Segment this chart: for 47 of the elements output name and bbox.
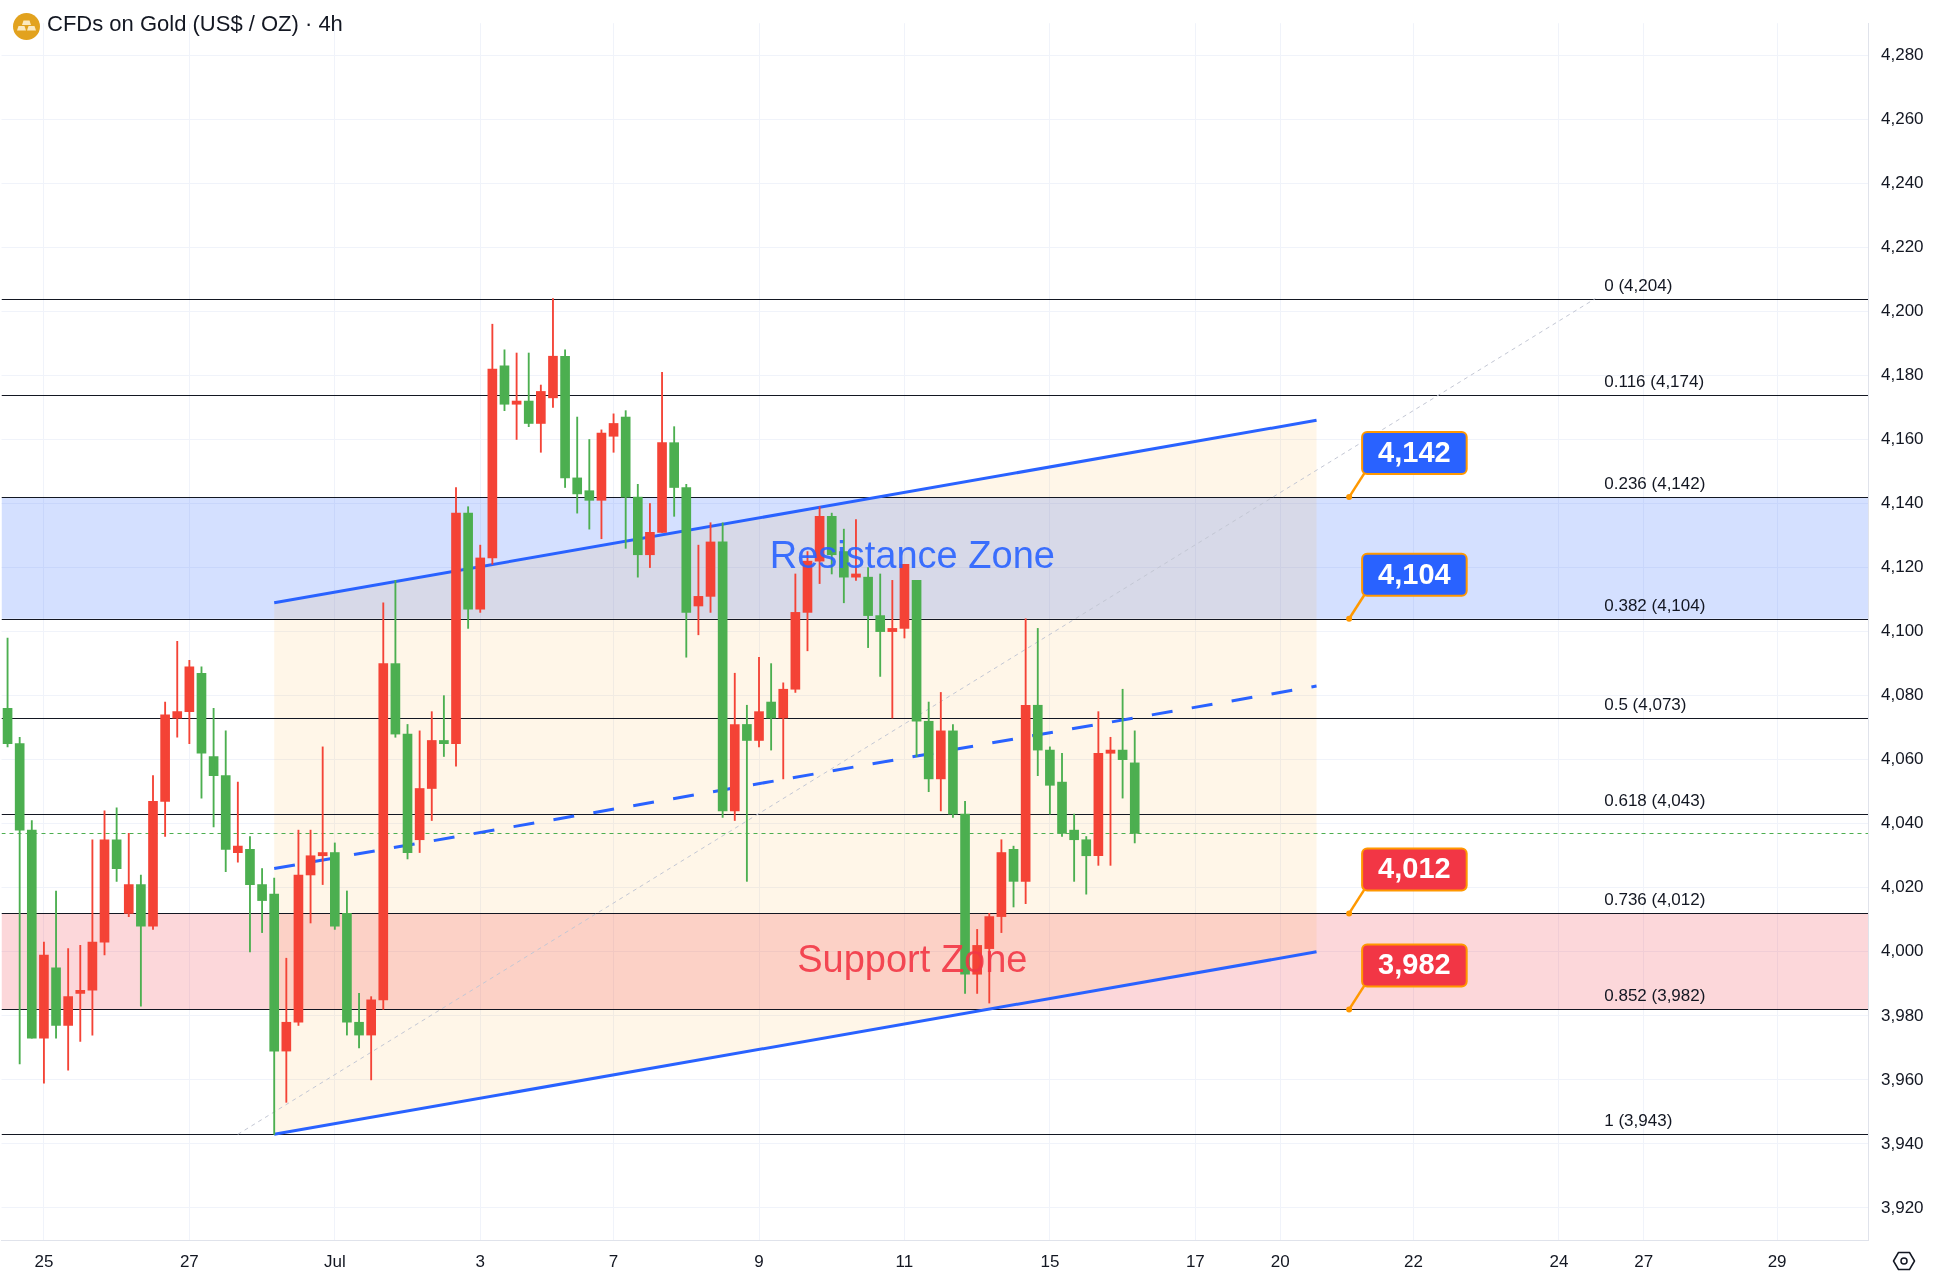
- y-tick-label: 4,020: [1881, 877, 1924, 897]
- y-tick-label: 3,960: [1881, 1069, 1924, 1089]
- y-tick-label: 4,240: [1881, 172, 1924, 192]
- y-tick-label: 4,160: [1881, 429, 1924, 449]
- x-tick-label: 22: [1404, 1251, 1423, 1271]
- y-tick-label: 4,060: [1881, 749, 1924, 769]
- annotation: 4,012: [1378, 852, 1451, 885]
- ref-line-label: 0.116 (4,174): [1604, 371, 1705, 391]
- y-tick-label: 4,220: [1881, 237, 1924, 257]
- x-tick-label: 11: [895, 1251, 914, 1271]
- x-tick-label: 9: [754, 1251, 764, 1271]
- x-tick-label: 15: [1040, 1251, 1060, 1271]
- x-tick-label: Jul: [323, 1251, 346, 1271]
- y-tick-label: 4,120: [1881, 557, 1924, 577]
- y-tick-label: 3,940: [1881, 1133, 1924, 1153]
- annotation: 4,104: [1378, 557, 1451, 590]
- x-tick-label: 7: [608, 1251, 619, 1271]
- x-tick-label: 27: [179, 1251, 199, 1271]
- ref-line-label: 0 (4,204): [1604, 275, 1673, 295]
- y-tick-label: 4,040: [1881, 813, 1924, 833]
- x-tick-label: 3: [475, 1251, 485, 1271]
- ref-line-label: 1 (3,943): [1604, 1110, 1673, 1130]
- x-tick-label: 20: [1270, 1251, 1290, 1271]
- y-tick-label: 4,140: [1881, 493, 1924, 513]
- ref-line-label: 0.618 (4,043): [1604, 790, 1706, 810]
- x-tick-label: 25: [34, 1251, 54, 1271]
- y-tick-label: 4,100: [1881, 621, 1924, 641]
- annotation: 4,142: [1378, 436, 1451, 469]
- y-tick-label: 4,200: [1881, 301, 1924, 321]
- y-tick-label: 4,280: [1881, 44, 1924, 64]
- ref-line-label: 0.382 (4,104): [1604, 595, 1706, 615]
- y-tick-label: 4,000: [1881, 941, 1924, 961]
- ref-line-label: 0.736 (4,012): [1604, 889, 1706, 909]
- y-tick-label: 4,080: [1881, 685, 1924, 705]
- x-tick-label: 24: [1549, 1251, 1569, 1271]
- x-tick-label: 17: [1185, 1251, 1205, 1271]
- chart-title: CFDs on Gold (US$ / OZ) · 4h: [47, 10, 343, 38]
- ref-line-label: 0.236 (4,142): [1604, 473, 1706, 493]
- x-tick-label: 27: [1634, 1251, 1654, 1271]
- x-tick-label: 29: [1767, 1251, 1787, 1271]
- annotation: 3,982: [1378, 948, 1451, 981]
- y-tick-label: 4,260: [1881, 108, 1924, 128]
- ref-line-label: 0.5 (4,073): [1604, 694, 1687, 714]
- y-tick-label: 4,180: [1881, 365, 1924, 385]
- y-tick-label: 3,980: [1881, 1005, 1924, 1025]
- ref-line-label: 0.852 (3,982): [1604, 985, 1706, 1005]
- y-tick-label: 3,920: [1881, 1197, 1924, 1217]
